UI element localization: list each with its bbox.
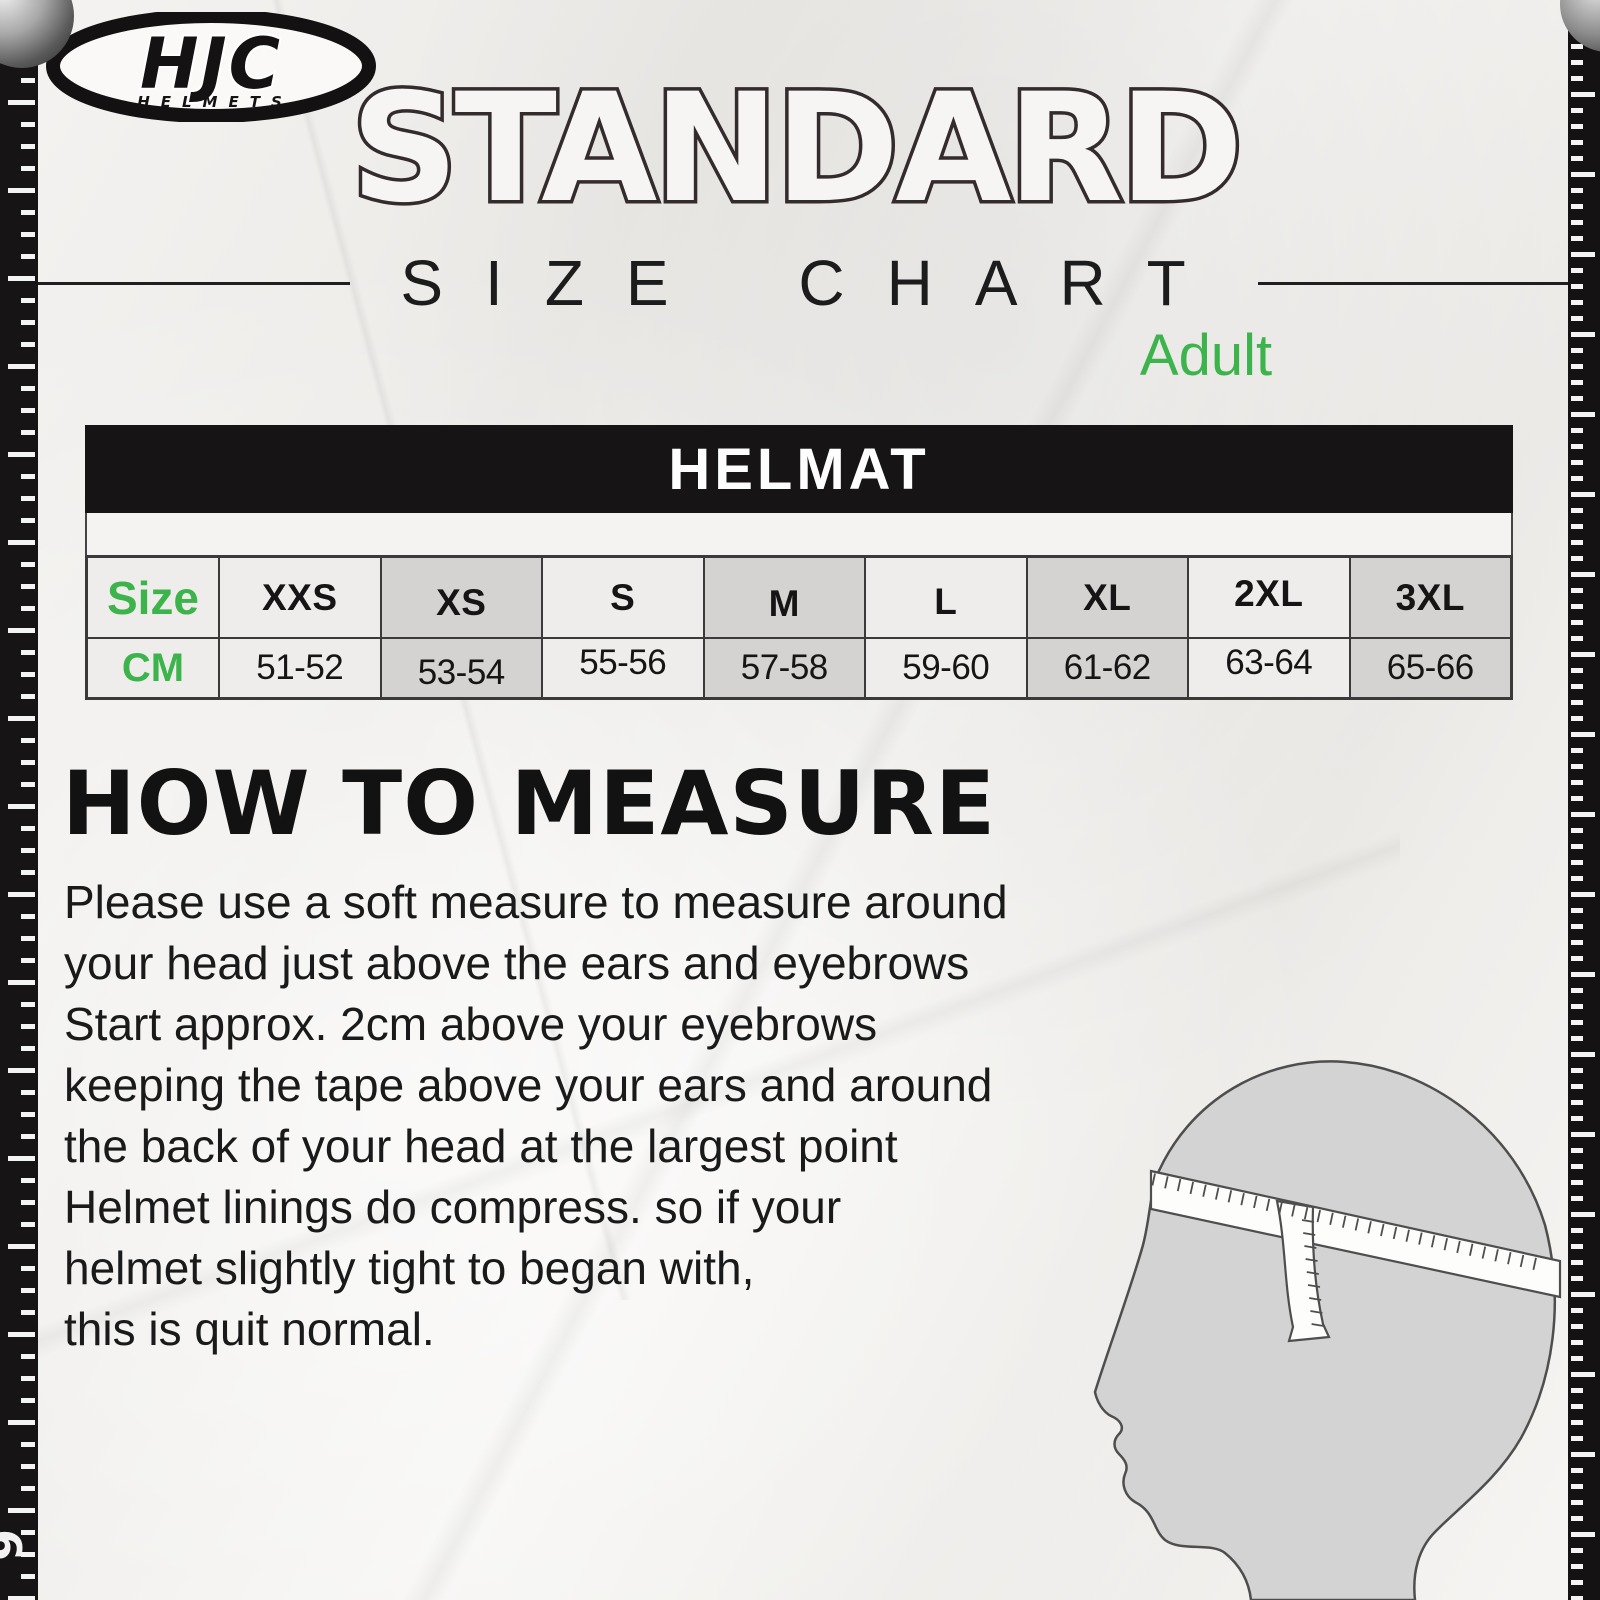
table-grid: Size XXS XS S M L XL 2XL 3XL CM 51-52 53… <box>85 555 1513 700</box>
size-cell-l: L <box>864 558 1026 639</box>
table-spacer-row <box>85 513 1513 555</box>
head-measurement-illustration <box>1093 1060 1562 1600</box>
tape-tick-marks <box>1151 1173 1537 1327</box>
cm-cell-xxs: 51-52 <box>218 639 380 697</box>
ruler-right-decoration <box>1568 0 1600 1600</box>
paragraph-line: Helmet linings do compress. so if your <box>64 1181 842 1233</box>
left-rule-line <box>36 281 351 285</box>
audience-label: Adult <box>1139 323 1273 388</box>
how-to-measure-heading: HOW TO MEASURE <box>62 752 997 855</box>
cm-cell-3xl: 65-66 <box>1348 639 1510 697</box>
table-title: HELMAT <box>85 425 1513 513</box>
logo-text: HJC <box>140 23 282 105</box>
paragraph-line: Start approx. 2cm above your eyebrows <box>64 998 878 1050</box>
page-title: STANDARD <box>351 78 1240 228</box>
right-rule-line <box>1257 281 1572 285</box>
how-to-measure-paragraph: Please use a soft measure to measure aro… <box>64 872 1008 1360</box>
size-cell-xxs: XXS <box>218 558 380 639</box>
cm-cell-xl: 61-62 <box>1025 639 1187 697</box>
size-cell-2xl: 2XL <box>1187 558 1349 639</box>
measuring-tape-band <box>1149 1169 1562 1299</box>
title-standard: STANDARD <box>347 78 1247 228</box>
size-table: HELMAT Size XXS XS S M L XL 2XL 3XL CM 5… <box>85 425 1513 700</box>
cm-cell-2xl: 63-64 <box>1187 639 1349 697</box>
size-cell-xs: XS <box>379 558 541 639</box>
cm-cell-l: 59-60 <box>864 639 1026 697</box>
paragraph-line: Please use a soft measure to measure aro… <box>64 876 1008 928</box>
logo-tagline: HELMETS <box>137 93 293 111</box>
size-cell-m: M <box>702 558 864 639</box>
size-cell-xl: XL <box>1025 558 1187 639</box>
paragraph-line: keeping the tape above your ears and aro… <box>64 1059 993 1111</box>
paragraph-line: this is quit normal. <box>64 1303 435 1355</box>
paragraph-line: the back of your head at the largest poi… <box>64 1120 898 1172</box>
paragraph-line: your head just above the ears and eyebro… <box>64 937 970 989</box>
row-label-size: Size <box>88 558 218 639</box>
logo-ellipse <box>46 12 376 122</box>
subtitle-row: SIZE CHART <box>36 247 1572 319</box>
cm-cell-s: 55-56 <box>541 639 703 697</box>
cm-cell-m: 57-58 <box>702 639 864 697</box>
hjc-logo: HJC HELMETS <box>46 12 376 122</box>
cm-cell-xs: 53-54 <box>379 639 541 697</box>
size-cell-s: S <box>541 558 703 639</box>
row-label-cm: CM <box>88 639 218 697</box>
measuring-tape-end <box>1275 1199 1331 1343</box>
page-subtitle: SIZE CHART <box>400 247 1228 319</box>
ruler-left-decoration: 6 <box>0 0 38 1600</box>
size-cell-3xl: 3XL <box>1348 558 1510 639</box>
paragraph-line: helmet slightly tight to began with, <box>64 1242 755 1294</box>
